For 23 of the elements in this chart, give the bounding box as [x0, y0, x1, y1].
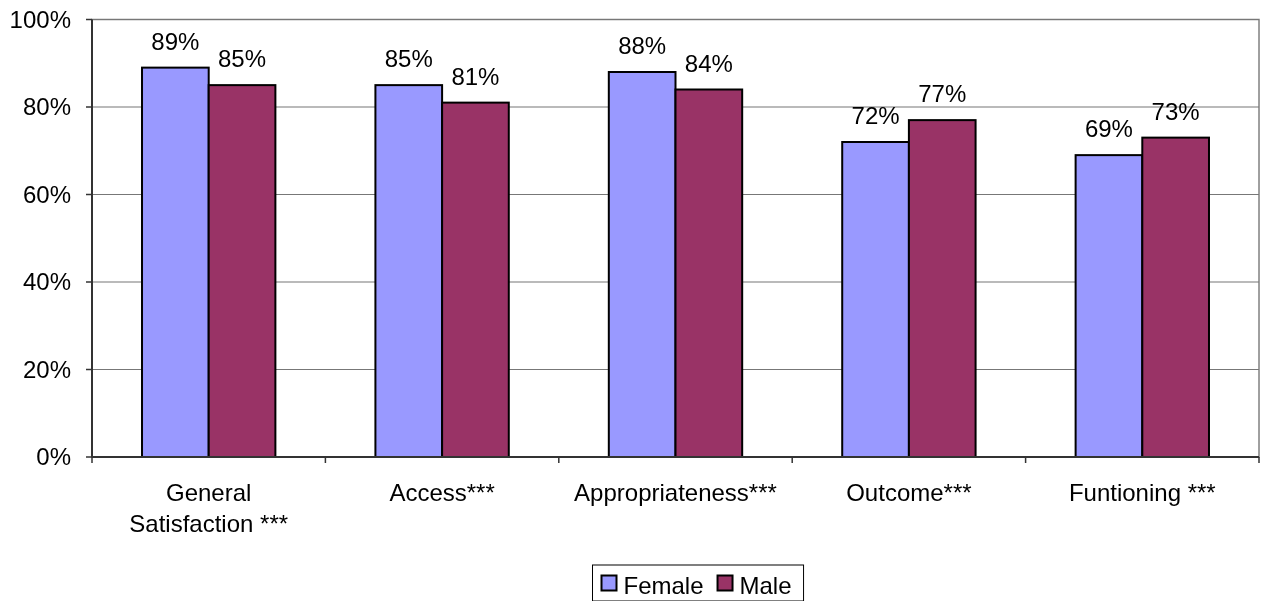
x-tick-label: Appropriateness*** [574, 479, 777, 506]
legend-label: Female [623, 572, 704, 599]
data-label: 84% [684, 49, 733, 77]
data-label: 77% [918, 80, 967, 108]
x-tick-label: Funtioning *** [1068, 479, 1216, 506]
x-tick-label: Access*** [389, 479, 495, 506]
data-label: 73% [1151, 97, 1200, 125]
data-label: 72% [851, 102, 900, 129]
data-label: 69% [1084, 115, 1133, 143]
x-tick-label: General Satisfaction *** [129, 479, 289, 537]
x-tick-label: Outcome*** [846, 479, 972, 506]
data-label: 81% [451, 62, 500, 90]
y-tick-label: 60% [22, 180, 71, 208]
data-label: 89% [151, 27, 200, 55]
data-label: 85% [384, 45, 433, 73]
legend-label: Male [739, 572, 792, 599]
y-tick-label: 40% [22, 268, 71, 296]
y-tick-label: 0% [36, 443, 71, 471]
data-label: 88% [618, 32, 667, 59]
y-tick-label: 20% [22, 355, 71, 383]
y-tick-label: 80% [22, 93, 71, 121]
y-tick-label: 100% [9, 5, 71, 33]
data-label: 85% [218, 45, 267, 73]
